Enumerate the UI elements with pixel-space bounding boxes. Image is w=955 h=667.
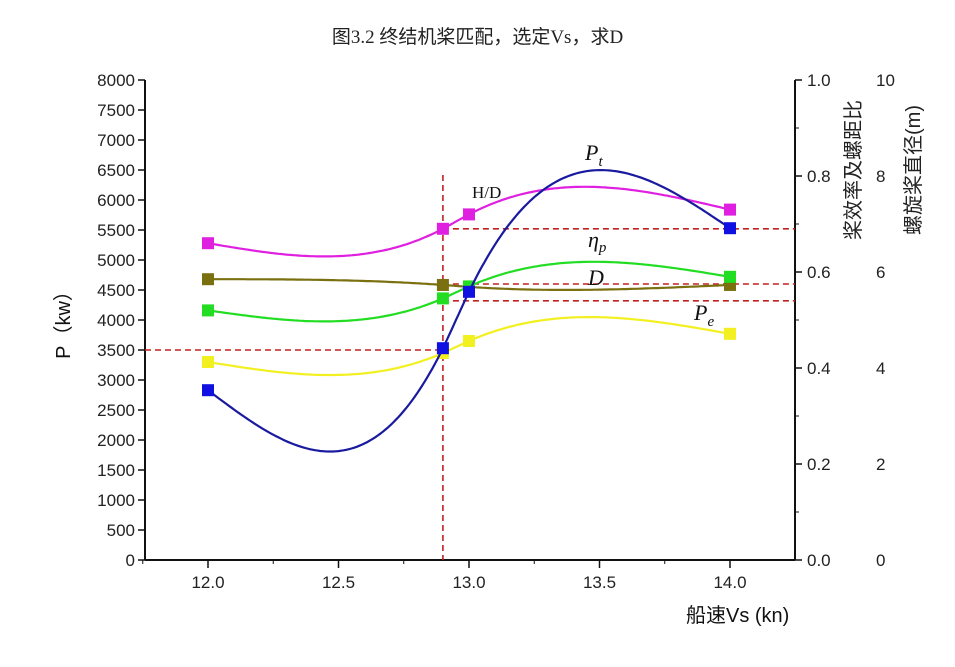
y-left-tick-label: 5000 (97, 251, 135, 270)
y-right2-tick-label: 6 (876, 263, 885, 282)
x-axis-label: 船速Vs (kn) (686, 604, 789, 627)
y-left-tick-label: 7500 (97, 101, 135, 120)
data-point-Pe (202, 356, 214, 368)
data-point-ηp (202, 304, 214, 317)
y-right2-tick-label: 2 (876, 455, 885, 474)
y-right1-tick-label: 0.4 (807, 359, 831, 378)
y-left-tick-label: 8000 (97, 71, 135, 90)
y-right1-tick-label: 0.2 (807, 455, 831, 474)
data-point-H/D (202, 237, 214, 250)
series-line-H/D (207, 185, 731, 258)
data-point-D (202, 273, 214, 286)
series-label-D: D (587, 265, 604, 290)
series-label-ηp: ηp (588, 227, 607, 256)
y-right2-tick-label: 0 (876, 551, 885, 570)
y-right2-tick-label: 8 (876, 167, 885, 186)
y-left-tick-label: 2500 (97, 401, 135, 420)
y-left-tick-label: 1000 (97, 491, 135, 510)
x-tick-label: 13.5 (583, 573, 616, 592)
data-point-H/D (463, 208, 475, 221)
data-point-Pt (724, 222, 736, 235)
y-left-axis-label: P（kw） (52, 281, 75, 359)
data-point-H/D (436, 222, 449, 235)
series-label-Pe: Pe (693, 300, 714, 330)
x-tick-label: 12.5 (322, 573, 355, 592)
data-point-Pe (724, 327, 736, 340)
x-tick-label: 14.0 (713, 573, 746, 592)
data-point-Pe (463, 335, 475, 347)
x-tick-label: 12.0 (191, 573, 224, 592)
y-right1-tick-label: 0.0 (807, 551, 831, 570)
y-right1-tick-label: 0.8 (807, 167, 831, 186)
y-left-tick-label: 3000 (97, 371, 135, 390)
data-point-Pt (463, 285, 475, 298)
data-point-ηp (724, 270, 736, 283)
y-left-tick-label: 6500 (97, 161, 135, 180)
data-point-ηp (436, 292, 449, 305)
data-point-Pt (436, 342, 449, 355)
y-right2-tick-label: 10 (876, 71, 895, 90)
y-left-tick-label: 6000 (97, 191, 135, 210)
data-point-H/D (724, 203, 736, 216)
y-left-tick-label: 5500 (97, 221, 135, 240)
y-left-tick-label: 4000 (97, 311, 135, 330)
y-left-tick-label: 3500 (97, 341, 135, 360)
x-tick-label: 13.0 (452, 573, 485, 592)
data-point-D (436, 278, 449, 291)
y-left-tick-label: 500 (107, 521, 135, 540)
y-left-tick-label: 0 (126, 551, 135, 570)
y-left-tick-label: 4500 (97, 281, 135, 300)
series-label-Pt: Pt (584, 140, 603, 170)
data-point-Pt (202, 384, 214, 397)
y-right1-axis-label: 桨效率及螺距比 (842, 100, 865, 240)
y-right1-tick-label: 1.0 (807, 71, 831, 90)
y-right2-axis-label: 螺旋桨直径(m) (902, 105, 925, 235)
y-right2-tick-label: 4 (876, 359, 885, 378)
series-label-H/D: H/D (472, 183, 501, 202)
y-right1-tick-label: 0.6 (807, 263, 831, 282)
chart-title: 图3.2 终结机桨匹配，选定Vs，求D (331, 27, 624, 48)
y-left-tick-label: 7000 (97, 131, 135, 150)
y-left-tick-label: 1500 (97, 461, 135, 480)
y-left-tick-label: 2000 (97, 431, 135, 450)
